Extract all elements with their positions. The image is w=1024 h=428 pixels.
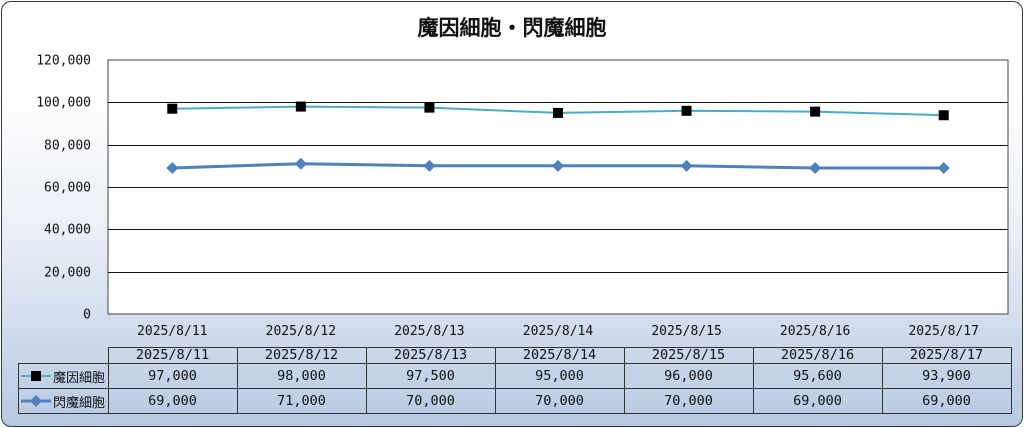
- table-cell: 96,000: [623, 363, 754, 389]
- table-cell: 98,000: [236, 363, 367, 389]
- data-point-square: [810, 106, 821, 117]
- table-cell: 69,000: [752, 388, 883, 414]
- y-tick-label: 20,000: [44, 266, 91, 281]
- y-tick-label: 60,000: [44, 181, 91, 196]
- legend-key-1: [21, 371, 51, 381]
- table-cell: 97,000: [107, 363, 238, 389]
- data-point-square: [167, 103, 178, 114]
- table-header-date: 2025/8/17: [881, 347, 1012, 364]
- x-tick-label: 2025/8/16: [780, 324, 850, 339]
- data-point-diamond: [809, 161, 822, 174]
- data-point-diamond: [294, 157, 307, 170]
- table-header-date: 2025/8/16: [752, 347, 883, 364]
- legend-key-2: [21, 395, 51, 407]
- table-header-date: 2025/8/15: [623, 347, 754, 364]
- y-tick-label: 80,000: [44, 139, 91, 154]
- x-tick-label: 2025/8/17: [908, 324, 978, 339]
- table-cell: 95,000: [494, 363, 625, 389]
- x-tick-label: 2025/8/11: [137, 324, 207, 339]
- table-cell: 70,000: [494, 388, 625, 414]
- table-cell: 97,500: [365, 363, 496, 389]
- data-point-diamond: [166, 161, 179, 174]
- table-cell: 69,000: [107, 388, 238, 414]
- data-point-square: [553, 107, 563, 118]
- table-cell: 95,600: [752, 363, 883, 389]
- table-cell: 69,000: [881, 388, 1012, 414]
- legend-label: 閃魔細胞: [53, 395, 106, 411]
- table-header-date: 2025/8/14: [494, 347, 625, 364]
- x-tick-label: 2025/8/15: [651, 324, 721, 339]
- table-cell: 93,900: [881, 363, 1012, 389]
- legend-label: 魔因細胞: [53, 370, 106, 386]
- y-tick-label: 40,000: [44, 223, 91, 238]
- x-tick-label: 2025/8/14: [523, 324, 594, 339]
- data-point-square: [681, 105, 692, 116]
- table-cell: 71,000: [236, 388, 367, 414]
- data-point-diamond: [423, 159, 436, 172]
- data-point-square: [295, 101, 306, 112]
- table-header-date: 2025/8/12: [236, 347, 367, 364]
- table-cell: 70,000: [365, 388, 496, 414]
- table-row: 閃魔細胞 69,000 71,000 70,000 70,000 70,000 69,000…: [18, 388, 1012, 414]
- table-cell: 70,000: [623, 388, 754, 414]
- y-tick-label: 100,000: [36, 96, 91, 111]
- chart-title: 魔因細胞・閃魔細胞: [417, 16, 607, 40]
- data-table: 2025/8/11 2025/8/12 2025/8/13 2025/8/14 2025…: [18, 347, 1012, 414]
- table-series-label: 魔因細胞: [18, 363, 109, 389]
- data-point-diamond: [552, 159, 564, 172]
- table-corner: [19, 348, 109, 364]
- table-series-label: 閃魔細胞: [18, 388, 109, 414]
- y-tick-label: 120,000: [36, 54, 91, 69]
- x-tick-label: 2025/8/12: [266, 324, 336, 339]
- data-point-diamond: [680, 159, 693, 172]
- data-point-diamond: [937, 161, 950, 174]
- data-point-square: [938, 110, 949, 121]
- table-row: 魔因細胞 97,000 98,000 97,500 95,000 96,000 95,600…: [18, 363, 1012, 389]
- data-point-square: [424, 102, 435, 113]
- y-tick-label: 0: [83, 308, 91, 323]
- x-tick-label: 2025/8/13: [394, 324, 464, 339]
- table-header-date: 2025/8/13: [365, 347, 496, 364]
- table-header-date: 2025/8/11: [107, 347, 238, 364]
